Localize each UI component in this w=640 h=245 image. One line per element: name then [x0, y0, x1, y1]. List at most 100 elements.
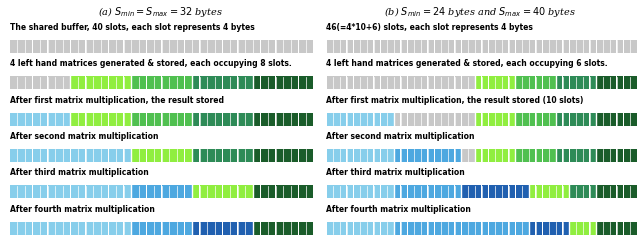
- Bar: [387, 40, 394, 53]
- Bar: [93, 113, 100, 126]
- Bar: [529, 113, 536, 126]
- Bar: [184, 222, 192, 235]
- Bar: [207, 222, 214, 235]
- Bar: [522, 113, 529, 126]
- Bar: [536, 40, 542, 53]
- Bar: [536, 185, 542, 198]
- Bar: [116, 185, 124, 198]
- Bar: [33, 222, 40, 235]
- Bar: [101, 149, 108, 162]
- Bar: [260, 149, 268, 162]
- Bar: [522, 185, 529, 198]
- Bar: [610, 40, 616, 53]
- Bar: [184, 149, 192, 162]
- Bar: [347, 76, 353, 89]
- Bar: [428, 149, 434, 162]
- Bar: [435, 40, 441, 53]
- Bar: [101, 113, 108, 126]
- Text: After first matrix multiplication, the result stored: After first matrix multiplication, the r…: [10, 96, 223, 105]
- Bar: [617, 222, 623, 235]
- Bar: [556, 222, 563, 235]
- Bar: [139, 76, 146, 89]
- Bar: [610, 185, 616, 198]
- Bar: [367, 149, 373, 162]
- Bar: [522, 149, 529, 162]
- Bar: [291, 113, 298, 126]
- Bar: [590, 76, 596, 89]
- Bar: [549, 222, 556, 235]
- Bar: [394, 76, 401, 89]
- Bar: [590, 113, 596, 126]
- Bar: [455, 40, 461, 53]
- Bar: [374, 222, 380, 235]
- Bar: [590, 149, 596, 162]
- Bar: [63, 113, 70, 126]
- Bar: [590, 222, 596, 235]
- Bar: [549, 185, 556, 198]
- Bar: [448, 76, 454, 89]
- Bar: [495, 76, 502, 89]
- Bar: [170, 222, 177, 235]
- Bar: [291, 76, 298, 89]
- Bar: [86, 76, 93, 89]
- Bar: [291, 185, 298, 198]
- Bar: [448, 185, 454, 198]
- Bar: [549, 113, 556, 126]
- Bar: [435, 76, 441, 89]
- Bar: [549, 76, 556, 89]
- Bar: [253, 113, 260, 126]
- Bar: [177, 149, 184, 162]
- Bar: [170, 149, 177, 162]
- Bar: [475, 40, 481, 53]
- Bar: [468, 113, 475, 126]
- Bar: [556, 76, 563, 89]
- Bar: [245, 76, 253, 89]
- Bar: [78, 76, 85, 89]
- Bar: [154, 149, 161, 162]
- Bar: [502, 185, 508, 198]
- Bar: [326, 76, 333, 89]
- Bar: [147, 185, 154, 198]
- Bar: [17, 76, 24, 89]
- Bar: [563, 76, 569, 89]
- Bar: [40, 149, 47, 162]
- Bar: [223, 113, 230, 126]
- Bar: [596, 113, 603, 126]
- Bar: [124, 185, 131, 198]
- Bar: [583, 40, 589, 53]
- Bar: [93, 40, 100, 53]
- Bar: [238, 185, 245, 198]
- Bar: [543, 76, 549, 89]
- Bar: [192, 76, 200, 89]
- Bar: [482, 113, 488, 126]
- Bar: [488, 185, 495, 198]
- Bar: [414, 113, 420, 126]
- Bar: [630, 185, 637, 198]
- Bar: [25, 76, 32, 89]
- Bar: [299, 113, 306, 126]
- Bar: [25, 149, 32, 162]
- Bar: [299, 185, 306, 198]
- Bar: [428, 76, 434, 89]
- Bar: [40, 40, 47, 53]
- Bar: [394, 113, 401, 126]
- Bar: [428, 113, 434, 126]
- Bar: [421, 76, 428, 89]
- Bar: [488, 40, 495, 53]
- Bar: [401, 40, 407, 53]
- Bar: [570, 76, 576, 89]
- Bar: [268, 222, 275, 235]
- Text: 4 left hand matrices generated & stored, each occupying 6 slots.: 4 left hand matrices generated & stored,…: [326, 59, 608, 68]
- Bar: [326, 185, 333, 198]
- Bar: [529, 222, 536, 235]
- Bar: [516, 185, 522, 198]
- Bar: [284, 40, 291, 53]
- Bar: [394, 222, 401, 235]
- Bar: [154, 185, 161, 198]
- Bar: [170, 76, 177, 89]
- Bar: [230, 40, 237, 53]
- Bar: [162, 113, 169, 126]
- Bar: [124, 113, 131, 126]
- Bar: [482, 185, 488, 198]
- Bar: [442, 185, 447, 198]
